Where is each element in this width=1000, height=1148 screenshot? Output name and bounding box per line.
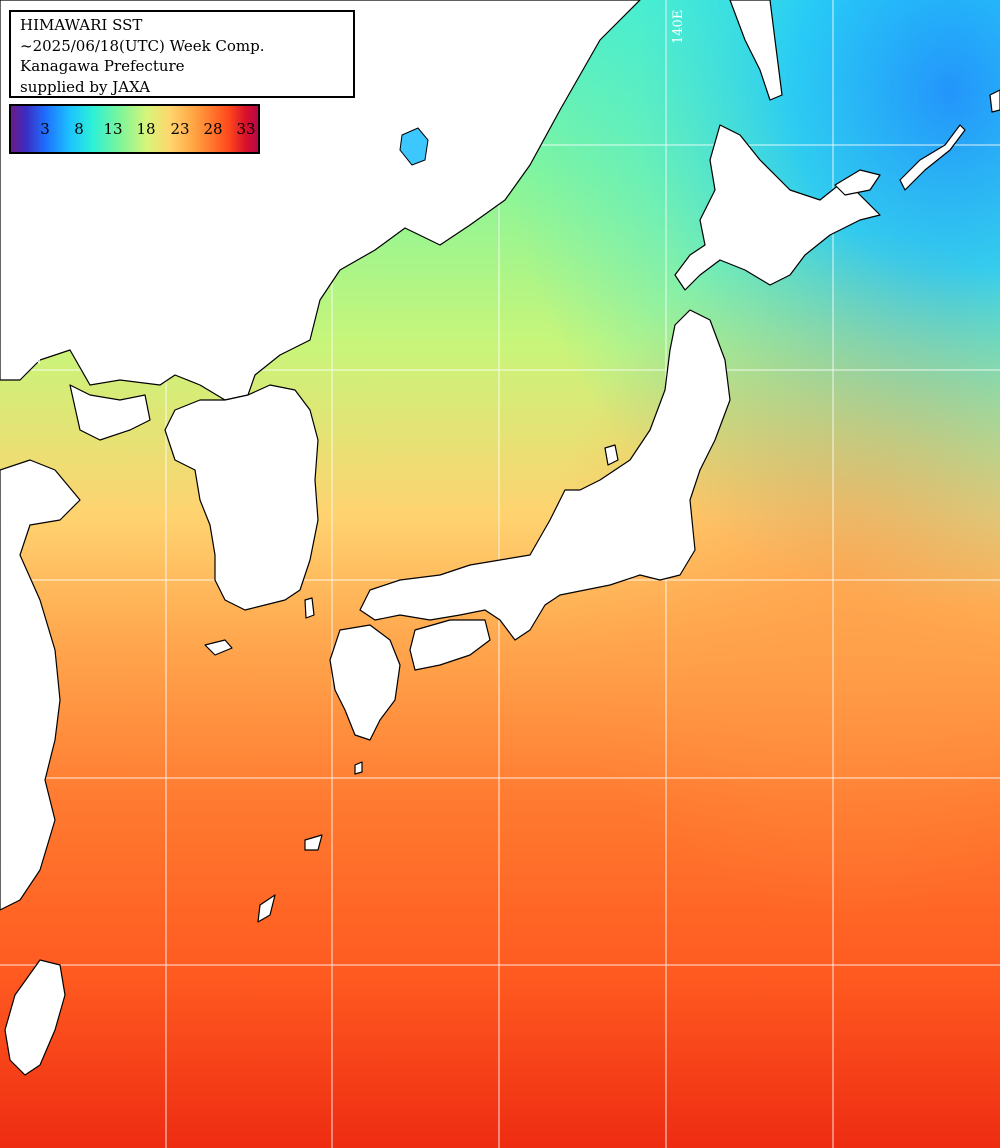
legend-tick: 18 [136, 120, 156, 138]
title-line-4: supplied by JAXA [20, 77, 151, 96]
jeju-island [204, 639, 233, 656]
tanegashima [354, 761, 363, 775]
lake-khanka [399, 127, 429, 166]
map-title-box: HIMAWARI SST ~2025/06/18(UTC) Week Comp.… [9, 10, 355, 98]
tsushima-island [304, 597, 315, 619]
liaodong-peninsula [69, 384, 151, 441]
legend-tick: 23 [170, 120, 190, 138]
shikoku [409, 619, 491, 671]
title-line-1: HIMAWARI SST [20, 16, 143, 34]
sado-island [604, 444, 619, 466]
honshu [359, 309, 731, 641]
legend-tick: 33 [236, 120, 256, 138]
mainland-asia [0, 0, 641, 401]
china-east-coast [0, 459, 81, 911]
legend-tick: 28 [203, 120, 223, 138]
latitude-label-40n: 40N [14, 353, 42, 368]
taiwan [4, 959, 66, 1076]
legend-tick: 8 [74, 120, 84, 138]
amami-island [304, 834, 323, 851]
korean-peninsula [164, 384, 319, 611]
sakhalin-south [834, 169, 881, 196]
okinawa-island [257, 894, 276, 923]
sakhalin [729, 0, 783, 101]
longitude-label-140e: 140E [671, 9, 686, 44]
hokkaido [674, 124, 881, 291]
kyushu [329, 624, 401, 741]
title-line-3: Kanagawa Prefecture [20, 57, 185, 75]
kamchatka-tip [989, 89, 1000, 113]
kuril-islands [899, 124, 966, 191]
legend-tick: 13 [103, 120, 123, 138]
title-line-2: ~2025/06/18(UTC) Week Comp. [20, 36, 265, 55]
legend-tick: 3 [40, 120, 50, 138]
temperature-colorbar: 3 8 13 18 23 28 33 [9, 104, 260, 154]
